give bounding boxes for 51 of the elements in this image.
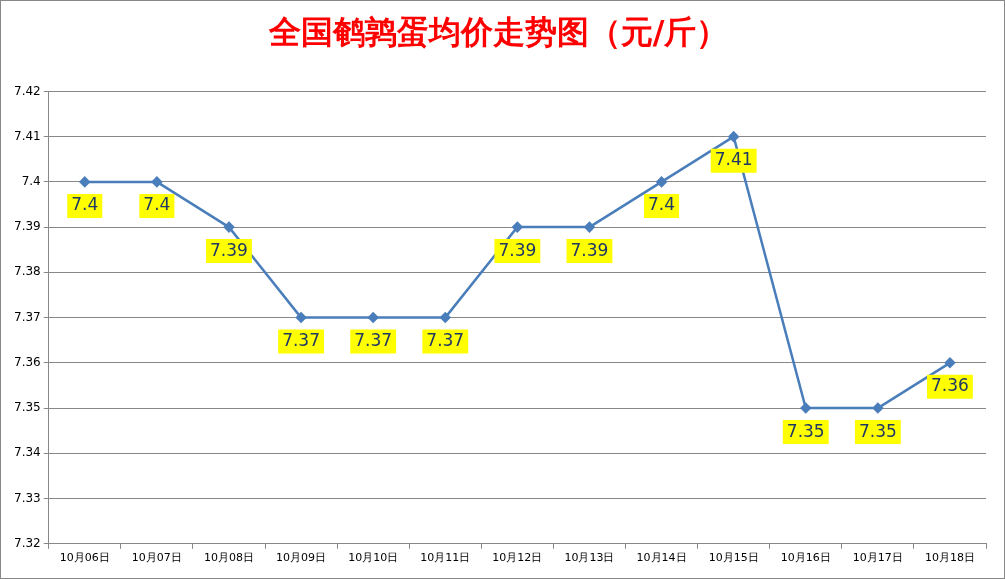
y-tick-label: 7.36 (14, 354, 41, 369)
point (223, 221, 235, 233)
point (944, 357, 956, 369)
y-tick-label: 7.39 (14, 219, 41, 234)
point (151, 176, 163, 188)
x-tick-label: 10月07日 (131, 551, 182, 565)
y-tick-label: 7.32 (14, 535, 41, 550)
data-label: 7.4 (143, 194, 171, 215)
x-tick-label: 10月06日 (59, 551, 110, 565)
y-tick-label: 7.38 (14, 264, 41, 279)
data-label: 7.39 (498, 239, 537, 260)
x-tick-label: 10月16日 (780, 551, 831, 565)
data-label: 7.39 (210, 239, 248, 260)
x-tick-label: 10月11日 (420, 551, 471, 565)
y-tick-label: 7.4 (21, 174, 41, 189)
y-tick-label: 7.37 (14, 309, 41, 324)
point (440, 312, 451, 323)
data-label: 7.39 (570, 239, 609, 260)
point (584, 221, 595, 233)
chart-title: 全国鹌鹑蛋均价走势图（元/斤） (267, 12, 729, 51)
point (512, 221, 523, 233)
x-tick-label: 10月13日 (564, 551, 615, 565)
data-label: 7.37 (354, 330, 393, 351)
x-tick-label: 10月17日 (852, 551, 903, 565)
data-label: 7.36 (931, 375, 969, 396)
y-tick-label: 7.41 (14, 128, 41, 143)
data-label: 7.35 (858, 420, 897, 441)
data-label: 7.37 (282, 330, 320, 351)
y-tick-label: 7.34 (14, 445, 41, 460)
data-label: 7.37 (426, 330, 465, 351)
point (367, 312, 379, 323)
x-tick-label: 10月12日 (492, 551, 543, 565)
point (872, 402, 884, 414)
point (295, 312, 307, 323)
y-tick-label: 7.33 (14, 490, 41, 505)
x-tick-label: 10月18日 (924, 551, 975, 565)
data-label: 7.4 (71, 194, 99, 215)
x-tick-label: 10月14日 (636, 551, 687, 565)
point (79, 176, 91, 188)
x-tick-label: 10月10日 (348, 551, 399, 565)
y-tick-label: 7.42 (14, 83, 41, 98)
point (800, 402, 811, 414)
point (728, 131, 739, 142)
x-tick-label: 10月15日 (708, 551, 759, 565)
point (656, 176, 667, 188)
x-tick-label: 10月09日 (276, 551, 327, 565)
data-label: 7.41 (714, 149, 753, 170)
x-tick-label: 10月08日 (203, 551, 254, 565)
data-label: 7.4 (648, 194, 676, 215)
data-label: 7.35 (786, 420, 825, 441)
y-tick-label: 7.35 (14, 400, 41, 415)
